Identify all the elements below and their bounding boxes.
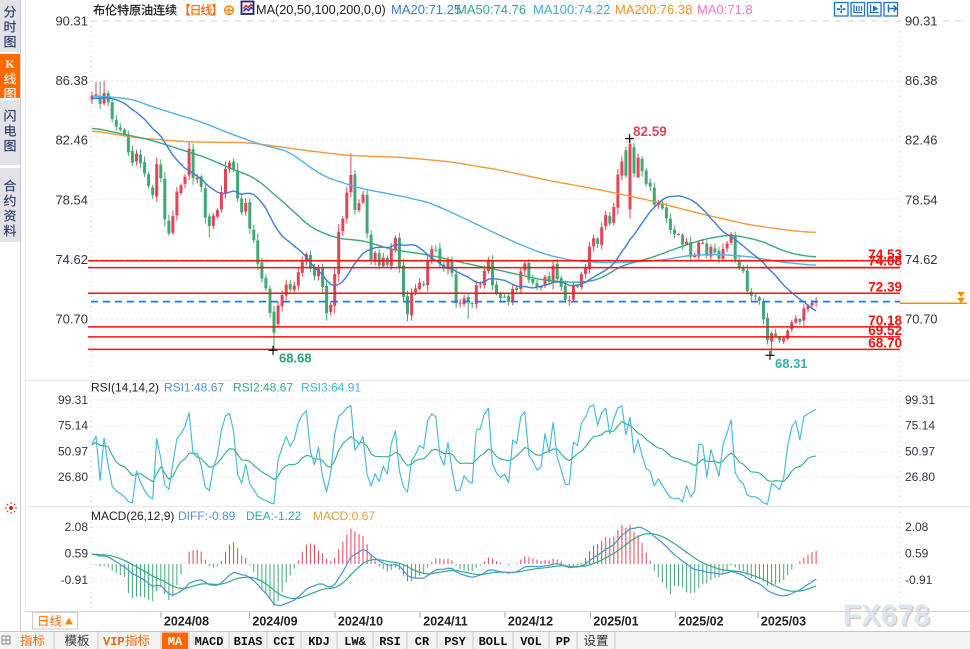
svg-text:DEA:-1.22: DEA:-1.22 bbox=[246, 509, 302, 523]
svg-text:VIP: VIP bbox=[103, 635, 125, 649]
svg-text:68.68: 68.68 bbox=[279, 351, 312, 366]
svg-text:2024/08: 2024/08 bbox=[164, 615, 209, 629]
svg-text:MACD:0.67: MACD:0.67 bbox=[313, 509, 375, 523]
svg-text:-0.91: -0.91 bbox=[905, 573, 933, 587]
svg-text:86.38: 86.38 bbox=[905, 73, 938, 88]
svg-text:78.54: 78.54 bbox=[905, 192, 938, 207]
svg-text:74.53: 74.53 bbox=[868, 247, 902, 262]
svg-text:70.70: 70.70 bbox=[905, 312, 938, 327]
svg-text:99.31: 99.31 bbox=[58, 393, 88, 407]
svg-text:82.59: 82.59 bbox=[633, 124, 667, 139]
svg-text:CR: CR bbox=[415, 635, 430, 649]
svg-text:MA0:71.8: MA0:71.8 bbox=[697, 2, 753, 17]
svg-text:RSI3:64.91: RSI3:64.91 bbox=[301, 381, 361, 395]
svg-text:82.46: 82.46 bbox=[905, 133, 938, 148]
svg-text:75.14: 75.14 bbox=[905, 419, 935, 433]
svg-text:90.31: 90.31 bbox=[55, 14, 88, 29]
svg-text:74.62: 74.62 bbox=[905, 252, 938, 267]
svg-text:MA(20,50,100,200,0,0): MA(20,50,100,200,0,0) bbox=[256, 3, 386, 17]
svg-text:68.70: 68.70 bbox=[868, 335, 902, 350]
svg-text:99.31: 99.31 bbox=[905, 393, 935, 407]
svg-text:CCI: CCI bbox=[273, 635, 295, 649]
svg-text:90.31: 90.31 bbox=[905, 14, 938, 29]
svg-text:0.59: 0.59 bbox=[905, 547, 929, 561]
svg-text:FX678: FX678 bbox=[845, 601, 932, 634]
svg-text:2.08: 2.08 bbox=[905, 520, 929, 534]
svg-text:0.59: 0.59 bbox=[65, 547, 89, 561]
svg-text:-0.91: -0.91 bbox=[61, 573, 89, 587]
svg-text:MACD: MACD bbox=[195, 635, 224, 649]
svg-text:DIFF:-0.89: DIFF:-0.89 bbox=[178, 509, 236, 523]
svg-text:KDJ: KDJ bbox=[308, 635, 330, 649]
svg-text:BIAS: BIAS bbox=[234, 635, 263, 649]
svg-text:MA20:71.25: MA20:71.25 bbox=[391, 2, 461, 17]
svg-text:FX678: FX678 bbox=[843, 599, 930, 632]
svg-text:PP: PP bbox=[556, 635, 570, 649]
svg-text:2025/02: 2025/02 bbox=[678, 615, 723, 629]
svg-text:2025/01: 2025/01 bbox=[593, 615, 638, 629]
svg-text:MA200:76.38: MA200:76.38 bbox=[615, 2, 692, 17]
svg-text:72.39: 72.39 bbox=[868, 279, 902, 294]
svg-text:50.97: 50.97 bbox=[905, 444, 935, 458]
svg-text:MA: MA bbox=[168, 635, 183, 649]
svg-text:2024/09: 2024/09 bbox=[252, 615, 297, 629]
svg-text:2.08: 2.08 bbox=[65, 520, 89, 534]
svg-text:68.31: 68.31 bbox=[775, 356, 808, 371]
svg-text:VOL: VOL bbox=[520, 635, 542, 649]
svg-text:74.62: 74.62 bbox=[55, 252, 88, 267]
svg-text:RSI2:48.67: RSI2:48.67 bbox=[233, 381, 293, 395]
svg-text:26.80: 26.80 bbox=[58, 470, 88, 484]
svg-text:69.52: 69.52 bbox=[868, 323, 902, 338]
svg-text:MA100:74.22: MA100:74.22 bbox=[533, 2, 610, 17]
svg-text:26.80: 26.80 bbox=[905, 470, 935, 484]
svg-text:RSI(14,14,2): RSI(14,14,2) bbox=[91, 381, 159, 395]
svg-text:K: K bbox=[5, 57, 15, 71]
svg-text:MA50:74.76: MA50:74.76 bbox=[456, 2, 526, 17]
svg-text:2024/11: 2024/11 bbox=[423, 615, 468, 629]
svg-text:82.46: 82.46 bbox=[55, 133, 88, 148]
svg-text:2024/10: 2024/10 bbox=[338, 615, 383, 629]
svg-text:PSY: PSY bbox=[444, 635, 466, 649]
svg-text:70.18: 70.18 bbox=[868, 313, 902, 328]
svg-text:75.14: 75.14 bbox=[58, 419, 88, 433]
svg-text:2025/03: 2025/03 bbox=[761, 615, 806, 629]
svg-text:86.38: 86.38 bbox=[55, 73, 88, 88]
svg-text:RSI: RSI bbox=[379, 635, 401, 649]
svg-text:50.97: 50.97 bbox=[58, 444, 88, 458]
svg-text:2024/12: 2024/12 bbox=[508, 615, 553, 629]
svg-text:78.54: 78.54 bbox=[55, 192, 88, 207]
svg-text:70.70: 70.70 bbox=[55, 312, 88, 327]
svg-text:BOLL: BOLL bbox=[479, 635, 508, 649]
svg-text:LW&: LW& bbox=[344, 635, 366, 649]
svg-text:RSI1:48.67: RSI1:48.67 bbox=[164, 381, 224, 395]
svg-text:MACD(26,12,9): MACD(26,12,9) bbox=[91, 509, 174, 523]
